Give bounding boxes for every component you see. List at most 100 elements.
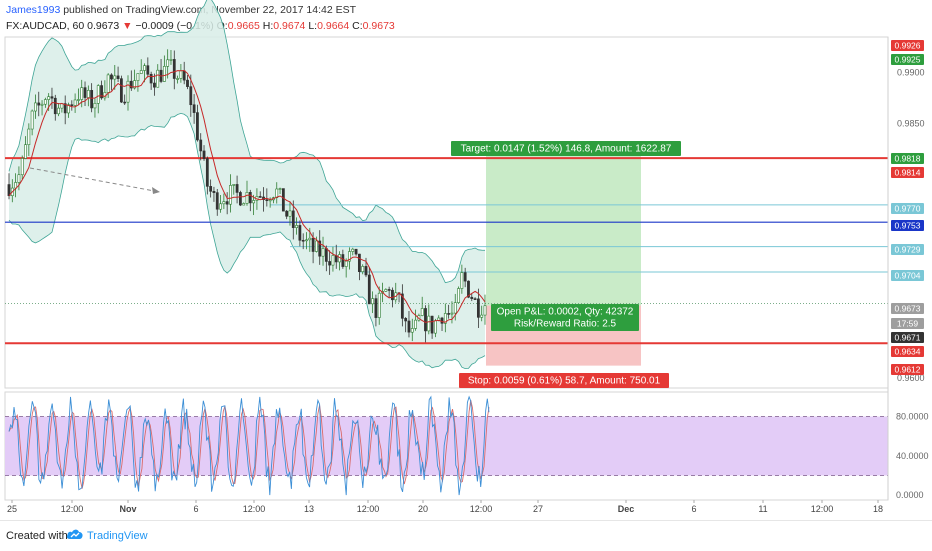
candle-body: [311, 237, 315, 252]
candle-body: [460, 272, 464, 289]
candle: [123, 94, 127, 105]
candle-body: [70, 104, 74, 107]
candle-body: [324, 248, 328, 262]
candle: [331, 246, 335, 272]
candle-body: [483, 305, 487, 316]
candle-body: [219, 203, 222, 210]
candle-body: [374, 298, 378, 318]
candle-body: [344, 260, 348, 267]
candle: [427, 304, 431, 335]
tradingview-cloud-icon[interactable]: [66, 527, 84, 541]
x-tick-label: 20: [418, 504, 428, 514]
price-tag-text: 0.9926: [895, 41, 921, 51]
candle: [139, 59, 143, 74]
candle-body: [470, 296, 474, 299]
high-label: H:: [262, 20, 274, 32]
candle: [129, 70, 133, 91]
candle: [374, 294, 378, 327]
candle-body: [434, 320, 437, 334]
candle: [40, 100, 44, 116]
candle-body: [189, 86, 193, 106]
candle-body: [480, 314, 484, 318]
candle: [149, 71, 153, 90]
x-tick-label: 13: [304, 504, 314, 514]
candle: [404, 317, 408, 333]
tradingview-link[interactable]: TradingView: [87, 530, 148, 542]
price-tag-box: [891, 40, 924, 51]
candle: [305, 232, 308, 250]
candle-body: [225, 201, 229, 205]
candle: [34, 94, 37, 119]
candle: [63, 95, 67, 125]
candle: [50, 87, 54, 109]
stop-label[interactable]: Stop: 0.0059 (0.61%) 58.7, Amount: 750.0…: [459, 373, 669, 388]
candle-body: [116, 75, 120, 79]
x-tick-label: 6: [193, 504, 198, 514]
candle-body: [361, 266, 365, 272]
candle-body: [291, 210, 295, 228]
open-value: 0.9665: [227, 20, 260, 32]
author-link[interactable]: James1993: [6, 4, 61, 16]
candle: [400, 284, 404, 327]
candle: [172, 50, 176, 90]
candle-body: [179, 70, 183, 79]
candle-body: [387, 289, 391, 291]
candle-body: [473, 298, 477, 300]
candle: [291, 200, 295, 240]
candle-body: [96, 85, 100, 104]
x-tick-label: 12:00: [811, 504, 834, 514]
candle-body: [377, 292, 381, 318]
arrow-head-icon: [152, 187, 160, 194]
candle-body: [30, 110, 34, 130]
candle: [57, 102, 60, 117]
target-label[interactable]: Target: 0.0147 (1.52%) 146.8, Amount: 16…: [451, 141, 681, 156]
candle-body: [318, 240, 322, 257]
open-pnl-label[interactable]: Open P&L: 0.0002, Qty: 42372Risk/Reward …: [491, 304, 639, 331]
candle-body: [371, 298, 375, 305]
price-tag-box: [891, 203, 924, 214]
candle-body: [192, 104, 196, 113]
candle-body: [172, 59, 176, 79]
price-axis-tag: 0.9634: [891, 346, 924, 357]
candle: [93, 98, 97, 118]
candle-body: [209, 186, 213, 192]
candle-body: [196, 112, 199, 141]
candle: [43, 97, 47, 108]
candle-body: [202, 150, 206, 159]
candle-body: [90, 90, 94, 109]
candle-body: [305, 239, 308, 242]
candle: [285, 210, 289, 220]
target-zone[interactable]: [486, 156, 641, 306]
candle: [235, 175, 239, 204]
candle: [470, 293, 474, 302]
candle-body: [212, 190, 216, 193]
candle: [136, 73, 140, 92]
price-tag-box: [891, 364, 924, 375]
chart-header: James1993 published on TradingView.com, …: [0, 0, 932, 36]
candle-body: [169, 59, 173, 61]
candle-body: [357, 253, 361, 272]
candle: [301, 233, 305, 250]
price-tag-text: 0.9612: [895, 365, 921, 375]
candle-body: [443, 313, 447, 324]
candle-body: [447, 313, 451, 315]
price-tag-box: [891, 54, 924, 65]
candle: [414, 309, 417, 331]
symbol-line: FX:AUDCAD, 60 0.9673 ▼ −0.0009 (−0.1%) O…: [6, 20, 395, 32]
candle-body: [37, 102, 41, 106]
candle-body: [430, 315, 434, 334]
projection-arrow-line[interactable]: [29, 167, 161, 193]
candle-body: [450, 312, 454, 315]
price-chart[interactable]: 0.9900 0.9850 0.9600 80.0000 40.0000 0.0000 25…: [0, 0, 932, 520]
candle: [199, 133, 203, 161]
stop-label-text: Stop: 0.0059 (0.61%) 58.7, Amount: 750.0…: [468, 376, 661, 387]
candle-body: [315, 240, 318, 252]
candle: [192, 94, 196, 124]
candle-body: [384, 289, 388, 292]
price-tag-text: 17:59: [897, 319, 919, 329]
price-tag-text: 0.9770: [895, 204, 921, 214]
candle-body: [268, 199, 272, 202]
price-axis-tag: 0.9673: [891, 303, 924, 314]
candle-body: [351, 248, 355, 252]
candle: [377, 286, 381, 325]
